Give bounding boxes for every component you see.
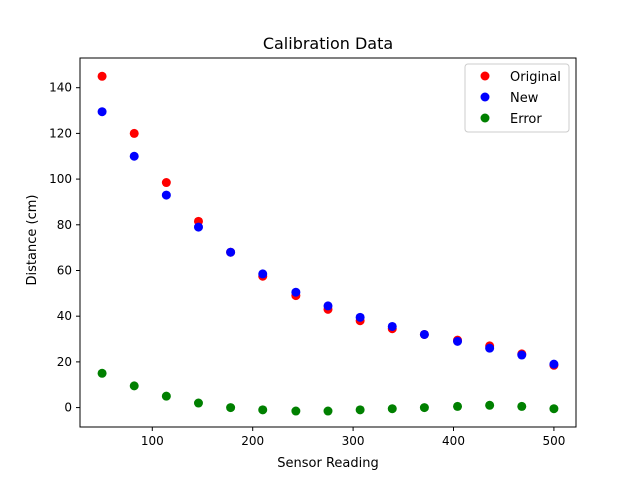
point-error xyxy=(323,406,333,416)
y-tick-label: 80 xyxy=(57,218,72,232)
point-error xyxy=(97,368,107,378)
point-error xyxy=(355,405,365,415)
y-tick-label: 100 xyxy=(49,172,72,186)
legend-marker-error xyxy=(480,113,490,123)
y-tick-label: 20 xyxy=(57,355,72,369)
series-new xyxy=(97,107,559,369)
point-new xyxy=(419,329,429,339)
point-new xyxy=(453,336,463,346)
legend-label-error: Error xyxy=(510,112,542,127)
x-tick-label: 300 xyxy=(342,434,365,448)
x-tick-label: 100 xyxy=(141,434,164,448)
legend-box xyxy=(464,63,570,133)
y-tick-label: 60 xyxy=(57,263,72,277)
y-axis-label: Distance (cm) xyxy=(25,195,40,286)
point-new xyxy=(97,107,107,117)
x-tick-label: 200 xyxy=(241,434,264,448)
point-error xyxy=(226,403,236,413)
point-error xyxy=(258,405,268,415)
plot-frame xyxy=(79,57,577,428)
point-error xyxy=(517,401,527,411)
point-new xyxy=(258,269,268,279)
point-new xyxy=(387,321,397,331)
point-new xyxy=(129,151,139,161)
y-tick-label: 0 xyxy=(64,401,72,415)
x-tick-label: 400 xyxy=(442,434,465,448)
point-original xyxy=(97,71,107,81)
point-error xyxy=(291,406,301,416)
point-error xyxy=(485,400,495,410)
y-tick-label: 40 xyxy=(57,309,72,323)
point-new xyxy=(161,190,171,200)
x-axis-label: Sensor Reading xyxy=(277,456,378,471)
legend-label-original: Original xyxy=(510,70,561,85)
data-points xyxy=(97,71,559,416)
point-new xyxy=(517,350,527,360)
point-new xyxy=(323,301,333,311)
point-new xyxy=(355,312,365,322)
point-new xyxy=(291,287,301,297)
point-error xyxy=(193,398,203,408)
legend-marker-new xyxy=(480,92,490,102)
point-error xyxy=(387,404,397,414)
y-tick-label: 140 xyxy=(49,81,72,95)
point-original xyxy=(129,128,139,138)
axis-ticks: 100 200 300 400 500 0 20 40 60 80 100 120 140 xyxy=(49,81,565,448)
point-error xyxy=(129,381,139,391)
legend-marker-original xyxy=(480,71,490,81)
series-error xyxy=(97,368,559,416)
legend: Original New Error xyxy=(464,63,570,133)
point-new xyxy=(193,222,203,232)
x-tick-label: 500 xyxy=(542,434,565,448)
point-error xyxy=(453,401,463,411)
point-error xyxy=(549,404,559,414)
legend-label-new: New xyxy=(510,91,539,106)
point-new xyxy=(549,359,559,369)
point-new xyxy=(226,247,236,257)
point-error xyxy=(419,403,429,413)
y-tick-label: 120 xyxy=(49,126,72,140)
point-error xyxy=(161,391,171,401)
point-new xyxy=(485,343,495,353)
point-original xyxy=(161,178,171,188)
chart-title: Calibration Data xyxy=(263,34,393,53)
